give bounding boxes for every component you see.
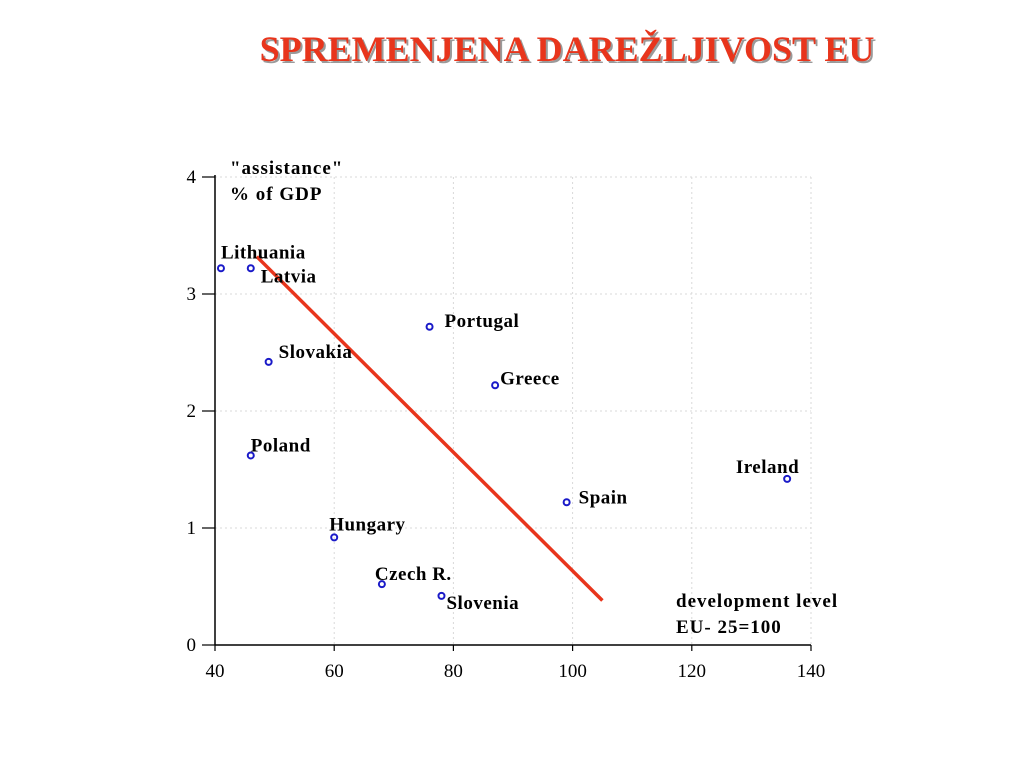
x-tick-label: 120 [678, 661, 707, 682]
point-label: Czech R. [375, 564, 452, 585]
x-tick-label: 60 [325, 661, 344, 682]
point-label: Slovenia [446, 593, 519, 614]
point-label: Latvia [261, 266, 317, 287]
y-tick-label: 0 [187, 635, 197, 656]
y-axis-title: % of GDP [230, 184, 322, 205]
point-label: Ireland [736, 457, 799, 478]
data-point [377, 580, 386, 589]
data-point [425, 322, 434, 331]
data-point [264, 357, 273, 366]
data-point [330, 533, 339, 542]
ticks: 40 60 80 100 120 140 0 1 2 3 4 [187, 167, 826, 682]
point-label: Slovakia [279, 342, 353, 363]
x-tick-label: 100 [558, 661, 587, 682]
data-point [491, 381, 500, 390]
y-tick-label: 2 [187, 401, 197, 422]
trend-line [255, 255, 604, 602]
y-tick-label: 4 [187, 167, 197, 188]
axis-titles: "assistance" % of GDP development level EU-… [230, 158, 838, 638]
slide-title: SPREMENJENA DAREŽLJIVOST EU [259, 29, 875, 69]
data-point [216, 264, 225, 273]
data-point [437, 591, 446, 600]
x-tick-label: 40 [206, 661, 225, 682]
x-tick-label: 80 [444, 661, 463, 682]
point-label: Poland [251, 435, 311, 456]
trend-group [255, 255, 604, 602]
y-tick-label: 3 [187, 284, 197, 305]
point-label: Lithuania [221, 242, 306, 263]
y-tick-label: 1 [187, 518, 197, 539]
data-point [246, 451, 255, 460]
point-label: Hungary [329, 514, 405, 535]
x-axis-title: EU- 25=100 [676, 617, 782, 638]
axes [214, 175, 811, 646]
point-label: Spain [579, 487, 628, 508]
data-point [562, 498, 571, 507]
point-label: Portugal [445, 311, 520, 332]
x-axis-title: development level [676, 591, 838, 612]
grid [215, 176, 812, 645]
points: Lithuania Latvia Portugal Slovakia Greece Pol… [216, 242, 799, 614]
point-label: Greece [500, 368, 560, 389]
data-point [246, 264, 255, 273]
x-tick-label: 140 [797, 661, 826, 682]
y-axis-title: "assistance" [230, 158, 343, 179]
data-point [783, 474, 792, 483]
